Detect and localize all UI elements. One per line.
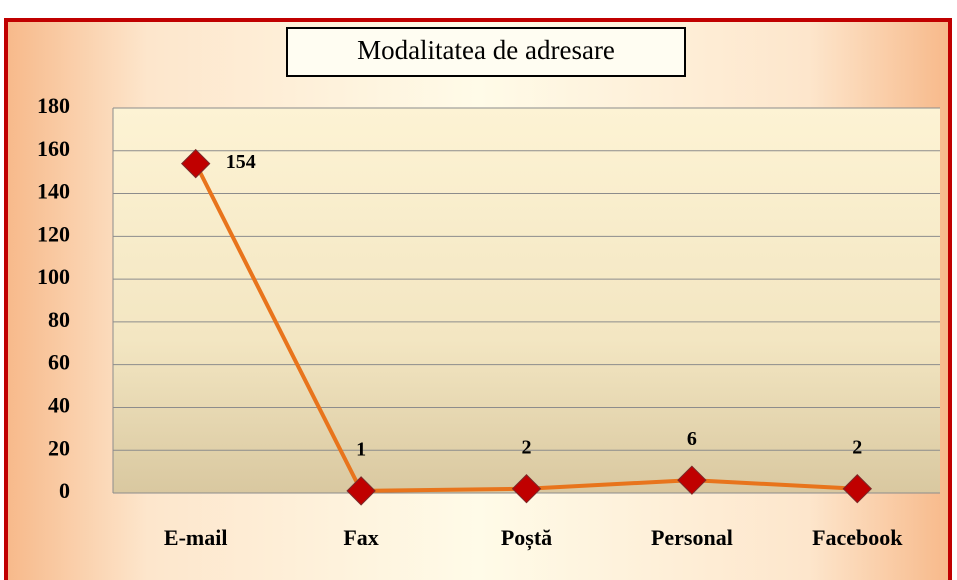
y-tick-label: 100 (37, 264, 70, 289)
marker (842, 474, 873, 504)
x-tick-label: Facebook (812, 525, 903, 550)
x-tick-label: Fax (343, 525, 378, 550)
y-tick-label: 180 (37, 93, 70, 118)
y-tick-label: 140 (37, 179, 70, 204)
title-box (286, 27, 686, 77)
y-tick-label: 0 (59, 478, 70, 503)
data-label: 6 (687, 428, 697, 450)
marker (180, 148, 211, 179)
marker (346, 476, 376, 506)
y-tick-label: 60 (48, 350, 70, 375)
marker (511, 474, 542, 504)
y-tick-label: 20 (48, 435, 70, 460)
x-tick-label: E-mail (164, 525, 228, 550)
data-label: 1 (356, 438, 366, 460)
data-label: 2 (522, 436, 532, 458)
chart-title: Modalitatea de adresare (357, 35, 615, 65)
marker (677, 465, 707, 495)
y-tick-label: 80 (48, 307, 70, 332)
data-label: 2 (852, 436, 862, 458)
y-tick-label: 120 (37, 221, 70, 246)
data-label: 154 (226, 151, 256, 173)
x-tick-label: Personal (651, 525, 733, 550)
plot-area (113, 108, 940, 493)
x-tick-label: Poștă (501, 525, 552, 551)
y-tick-label: 40 (48, 392, 70, 417)
y-tick-label: 160 (37, 136, 70, 161)
